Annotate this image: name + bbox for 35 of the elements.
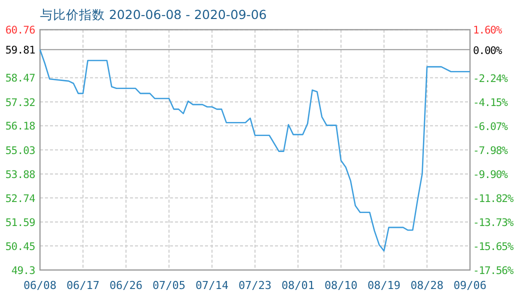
x-tick-label: 08/01 <box>281 279 315 292</box>
ref-line-label: 59.81 <box>5 44 36 57</box>
y-tick-label: 53.88 <box>5 168 36 181</box>
y-tick-label: 50.45 <box>5 240 36 253</box>
x-tick-label: 09/06 <box>453 279 487 292</box>
x-tick-label: 06/17 <box>66 279 100 292</box>
y-tick-label: 51.59 <box>5 216 36 229</box>
y2-tick-label: -7.98% <box>473 144 509 157</box>
chart-title: 与比价指数 2020-06-08 - 2020-09-06 <box>40 7 267 22</box>
y2-tick-label: -13.73% <box>473 216 514 229</box>
y2-tick-label: -17.56% <box>473 265 514 277</box>
y-tick-label: 55.03 <box>5 144 36 157</box>
y-tick-label: 57.32 <box>5 96 36 109</box>
x-tick-label: 08/28 <box>410 279 444 292</box>
y-tick-label: 49.3 <box>11 265 36 277</box>
y2-tick-label: -11.82% <box>473 193 514 206</box>
y2-tick-label: -15.65% <box>473 241 514 254</box>
x-tick-label: 07/14 <box>195 279 229 292</box>
y-tick-label: 56.18 <box>5 120 36 133</box>
y2-tick-label: -9.90% <box>473 168 509 181</box>
y2-tick-label: -4.15% <box>473 96 509 109</box>
line-series <box>39 48 471 252</box>
x-tick-label: 06/26 <box>109 279 143 292</box>
y-tick-label: 58.47 <box>5 72 36 85</box>
y2-tick-label: 1.60% <box>473 24 503 37</box>
y2-tick-label: -2.24% <box>473 72 509 85</box>
y2-tick-label: -6.07% <box>473 120 509 133</box>
y2-tick-label: 0.00% <box>473 44 503 57</box>
x-tick-label: 08/19 <box>367 279 401 292</box>
x-tick-label: 06/08 <box>23 279 57 292</box>
x-tick-label: 08/10 <box>324 279 358 292</box>
y-tick-label: 52.74 <box>5 192 36 205</box>
x-tick-label: 07/23 <box>238 279 272 292</box>
x-tick-label: 07/05 <box>152 279 186 292</box>
y-tick-label: 60.76 <box>5 24 36 37</box>
